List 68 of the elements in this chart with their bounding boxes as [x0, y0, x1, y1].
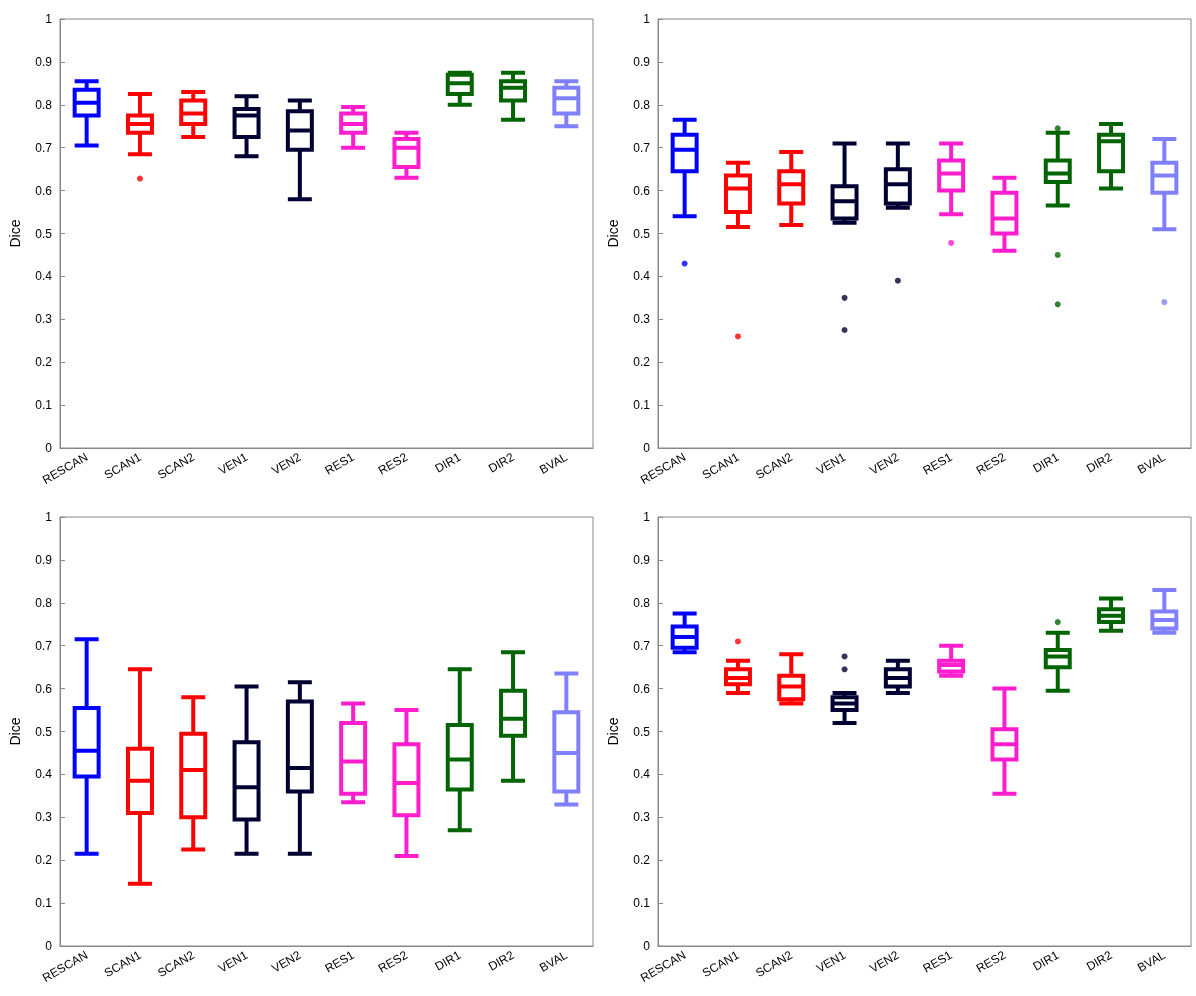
y-tick-label: 1: [643, 510, 651, 524]
y-tick-label: 0.5: [633, 226, 651, 241]
y-tick-label: 0.4: [633, 767, 651, 782]
x-tick-label: VEN1: [813, 947, 849, 976]
y-tick-label: 0.1: [35, 896, 53, 911]
x-tick-label: VEN1: [215, 947, 251, 976]
x-tick-label: VEN2: [867, 449, 902, 478]
x-tick-label: DIR2: [1083, 947, 1115, 974]
y-axis-title: Dice: [605, 717, 621, 746]
y-axis-title: Dice: [605, 219, 621, 248]
y-tick-label: 0.3: [35, 312, 53, 327]
y-tick-label: 0.5: [35, 226, 53, 241]
y-tick-label: 0.9: [35, 54, 53, 69]
y-tick-label: 0: [45, 939, 53, 953]
y-tick-label: 0.7: [633, 140, 651, 155]
y-axis-title: Dice: [7, 219, 23, 248]
x-tick-label: DIR1: [432, 947, 464, 974]
x-tick-label: DIR2: [1083, 449, 1115, 476]
y-axis-title: Dice: [7, 717, 23, 746]
y-tick-label: 0.6: [35, 183, 53, 198]
y-tick-label: 0.8: [35, 595, 53, 610]
x-tick-label: DIR2: [485, 449, 517, 476]
y-tick-label: 0.8: [633, 595, 651, 610]
x-tick-label: VEN1: [813, 449, 849, 478]
y-tick-label: 0.2: [633, 853, 651, 868]
y-tick-label: 0.1: [633, 896, 651, 911]
x-tick-label: DIR1: [1030, 449, 1062, 476]
y-tick-label: 0: [643, 939, 651, 953]
x-tick-label: DIR2: [485, 947, 517, 974]
x-tick-label: BVAL: [1135, 449, 1169, 477]
y-tick-label: 0.2: [633, 355, 651, 370]
x-tick-label: VEN2: [269, 947, 304, 976]
y-tick-label: 0.7: [35, 140, 53, 155]
x-tick-label: BVAL: [537, 947, 571, 975]
x-tick-label: BVAL: [537, 449, 571, 477]
y-tick-label: 0.9: [633, 552, 651, 567]
y-tick-label: 0.8: [35, 97, 53, 112]
y-tick-label: 0.7: [633, 638, 651, 653]
y-tick-label: 0.2: [35, 853, 53, 868]
y-tick-label: 0.8: [633, 97, 651, 112]
y-tick-label: 0: [643, 441, 651, 455]
y-tick-label: 0.3: [35, 810, 53, 825]
y-tick-label: 0.5: [633, 724, 651, 739]
y-tick-label: 1: [643, 12, 651, 26]
y-tick-label: 0.7: [35, 638, 53, 653]
y-tick-label: 0.9: [633, 54, 651, 69]
x-tick-label: BVAL: [1135, 947, 1169, 975]
x-tick-label: VEN1: [215, 449, 251, 478]
y-tick-label: 0.9: [35, 552, 53, 567]
x-tick-label: VEN2: [269, 449, 304, 478]
y-tick-label: 0.4: [633, 269, 651, 284]
y-tick-label: 0: [45, 441, 53, 455]
y-tick-label: 1: [45, 510, 53, 524]
y-tick-label: 0.1: [35, 398, 53, 413]
y-tick-label: 0.6: [633, 681, 651, 696]
y-tick-label: 0.3: [633, 312, 651, 327]
x-tick-label: DIR1: [432, 449, 464, 476]
y-tick-label: 0.5: [35, 724, 53, 739]
y-tick-label: 0.3: [633, 810, 651, 825]
y-tick-label: 0.4: [35, 767, 53, 782]
y-tick-label: 0.1: [633, 398, 651, 413]
y-tick-label: 0.6: [633, 183, 651, 198]
y-tick-label: 0.4: [35, 269, 53, 284]
y-tick-label: 0.2: [35, 355, 53, 370]
x-tick-label: DIR1: [1030, 947, 1062, 974]
x-tick-label: VEN2: [867, 947, 902, 976]
y-tick-label: 1: [45, 12, 53, 26]
y-tick-label: 0.6: [35, 681, 53, 696]
